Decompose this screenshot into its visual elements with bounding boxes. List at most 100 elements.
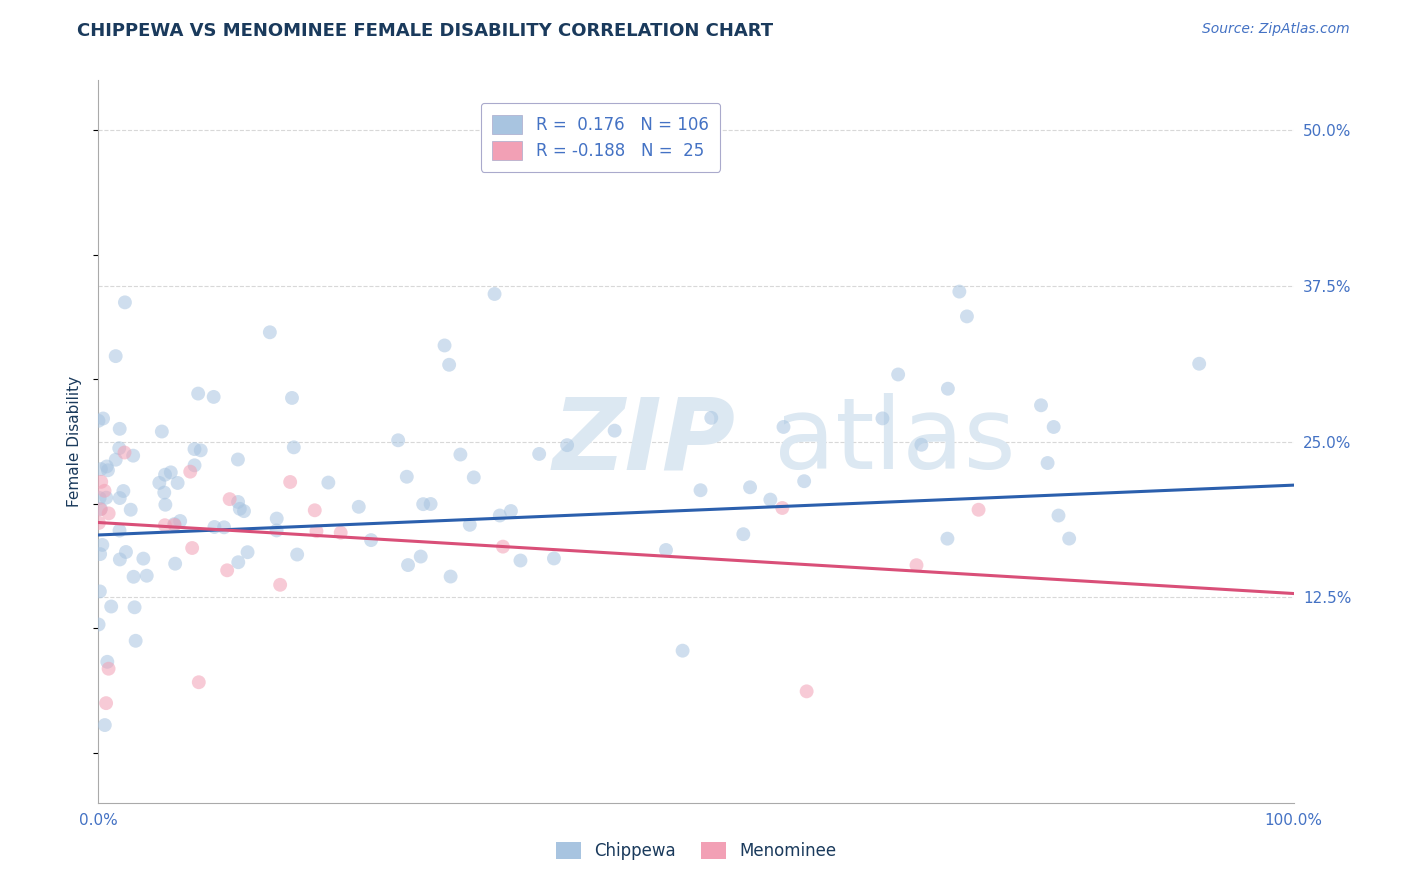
Point <box>89 502 111 516</box>
Point <box>387 434 409 448</box>
Point <box>155 498 177 512</box>
Point <box>108 422 131 436</box>
Point <box>108 524 131 538</box>
Point <box>148 475 170 490</box>
Point <box>910 438 932 452</box>
Point <box>159 466 181 480</box>
Point <box>956 310 979 324</box>
Point <box>114 295 136 310</box>
Point <box>936 382 959 396</box>
Point <box>527 447 550 461</box>
Point <box>463 470 485 484</box>
Point <box>94 718 117 732</box>
Point <box>91 411 114 425</box>
Point <box>87 516 110 530</box>
Point <box>87 617 110 632</box>
Point <box>360 533 382 548</box>
Point <box>395 469 418 483</box>
Point <box>91 538 114 552</box>
Point <box>492 540 515 554</box>
Point <box>671 643 693 657</box>
Point <box>226 495 249 509</box>
Point <box>122 449 145 463</box>
Point <box>396 558 419 572</box>
Point <box>419 497 441 511</box>
Point <box>905 558 928 573</box>
Point <box>1188 357 1211 371</box>
Point <box>87 414 110 428</box>
Point <box>153 467 176 482</box>
Point <box>187 675 209 690</box>
Text: CHIPPEWA VS MENOMINEE FEMALE DISABILITY CORRELATION CHART: CHIPPEWA VS MENOMINEE FEMALE DISABILITY … <box>77 22 773 40</box>
Point <box>872 411 894 425</box>
Point <box>100 599 122 614</box>
Point <box>163 518 186 533</box>
Point <box>94 696 117 710</box>
Point <box>700 410 723 425</box>
Point <box>90 502 112 516</box>
Point <box>433 338 456 352</box>
Point <box>733 527 755 541</box>
Point <box>169 514 191 528</box>
Point <box>1057 532 1080 546</box>
Point <box>89 584 111 599</box>
Point <box>555 438 578 452</box>
Point <box>259 326 281 340</box>
Point <box>217 563 239 577</box>
Text: ZIP: ZIP <box>553 393 735 490</box>
Point <box>124 633 146 648</box>
Point <box>793 474 815 488</box>
Point <box>96 655 118 669</box>
Point <box>226 452 249 467</box>
Point <box>236 545 259 559</box>
Point <box>153 485 176 500</box>
Point <box>104 452 127 467</box>
Point <box>114 445 136 459</box>
Point <box>90 462 112 476</box>
Point <box>104 349 127 363</box>
Point <box>226 555 249 569</box>
Point <box>285 548 308 562</box>
Point <box>202 390 225 404</box>
Point <box>115 545 138 559</box>
Point <box>1029 398 1052 412</box>
Point <box>166 475 188 490</box>
Point <box>108 491 131 505</box>
Point <box>305 524 328 538</box>
Point <box>190 443 212 458</box>
Point <box>329 525 352 540</box>
Point <box>233 504 256 518</box>
Point <box>165 557 187 571</box>
Point <box>89 547 111 561</box>
Point <box>183 458 205 473</box>
Point <box>89 491 111 505</box>
Point <box>93 483 115 498</box>
Point <box>437 358 460 372</box>
Point <box>738 480 761 494</box>
Point <box>108 552 131 566</box>
Point <box>458 517 481 532</box>
Point <box>347 500 370 514</box>
Point <box>412 497 434 511</box>
Text: atlas: atlas <box>773 393 1015 490</box>
Point <box>90 475 112 489</box>
Point <box>266 524 288 538</box>
Point <box>218 492 240 507</box>
Point <box>772 420 794 434</box>
Point <box>967 502 990 516</box>
Point <box>97 662 120 676</box>
Point <box>936 532 959 546</box>
Point <box>122 570 145 584</box>
Point <box>269 578 291 592</box>
Point <box>1042 420 1064 434</box>
Point <box>488 508 510 523</box>
Point <box>318 475 340 490</box>
Point <box>96 459 118 474</box>
Point <box>124 600 146 615</box>
Point <box>509 553 531 567</box>
Point <box>278 475 301 489</box>
Point <box>108 441 131 455</box>
Point <box>304 503 326 517</box>
Point <box>283 440 305 454</box>
Point <box>281 391 304 405</box>
